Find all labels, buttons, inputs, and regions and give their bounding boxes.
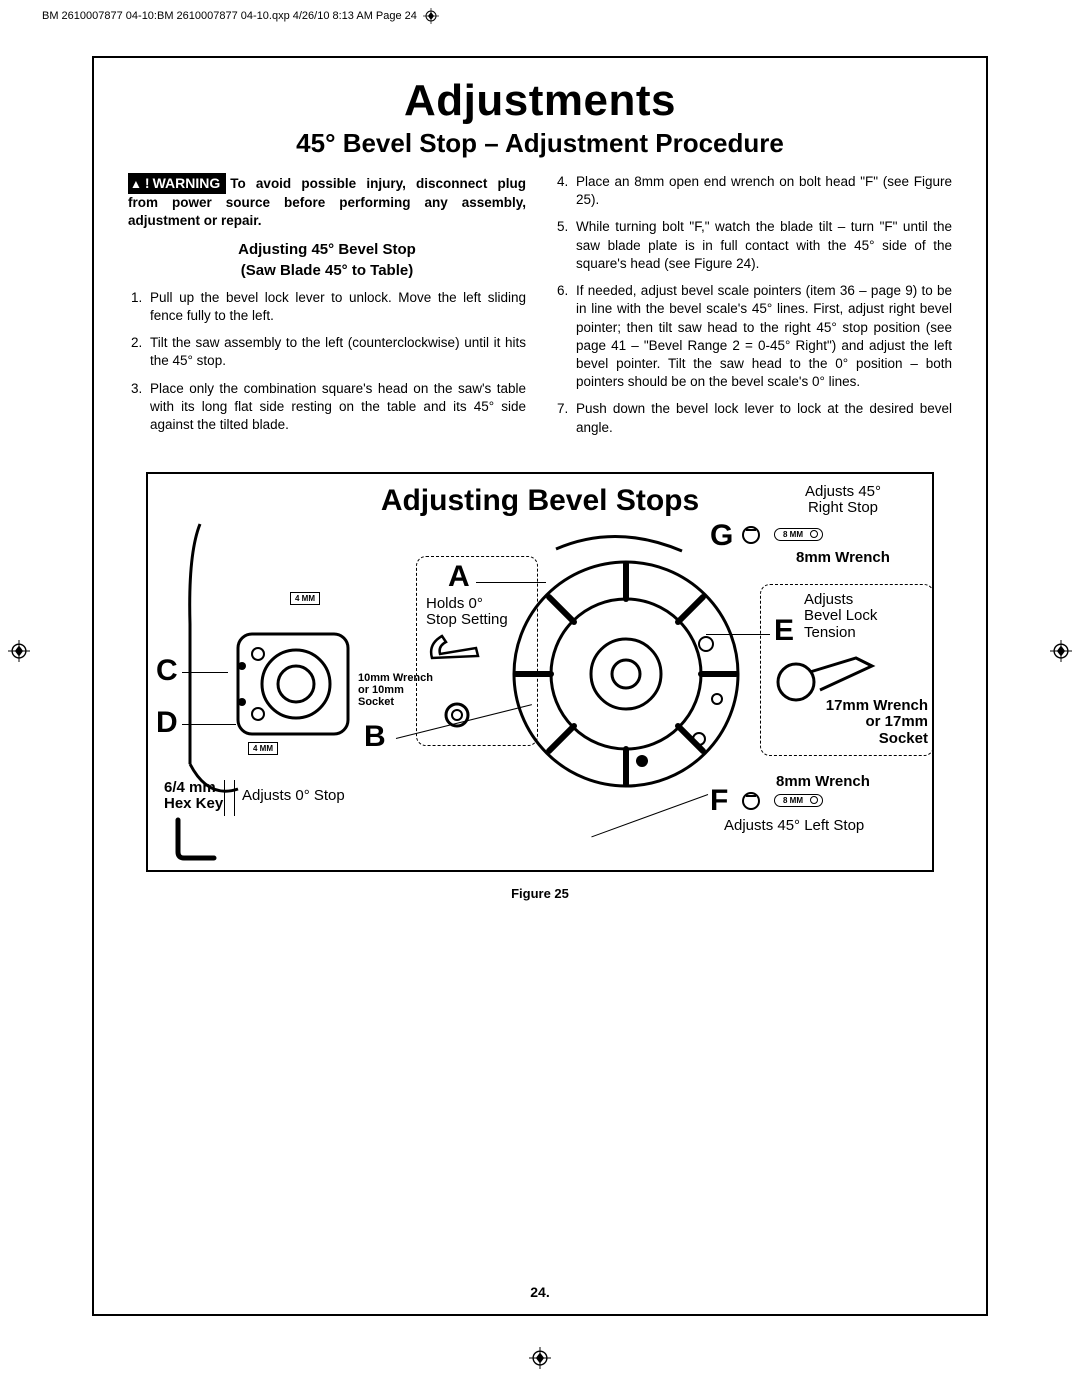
letter-g: G bbox=[710, 519, 733, 553]
two-column-text: ▲!WARNINGTo avoid possible injury, disco… bbox=[128, 173, 952, 446]
label-hexkey: 6/4 mm Hex Key bbox=[164, 780, 223, 813]
header-text: BM 2610007877 04-10:BM 2610007877 04-10.… bbox=[42, 10, 417, 22]
leader-line bbox=[476, 582, 546, 583]
label-text: Adjusts bbox=[804, 591, 853, 608]
step-item: If needed, adjust bevel scale pointers (… bbox=[572, 282, 952, 391]
separator-line bbox=[234, 780, 235, 816]
label-text: Bevel Lock bbox=[804, 607, 877, 624]
label-17mm: 17mm Wrench or 17mm Socket bbox=[778, 698, 928, 748]
letter-b: B bbox=[364, 720, 386, 754]
label-10mm: 10mm Wrench or 10mm Socket bbox=[358, 672, 433, 708]
leader-line bbox=[706, 634, 770, 635]
page-frame: Adjustments 45° Bevel Stop – Adjustment … bbox=[92, 56, 988, 1316]
step-item: Tilt the saw assembly to the left (count… bbox=[146, 334, 526, 370]
bolt-icon bbox=[740, 790, 762, 812]
figure-25: Adjusting Bevel Stops bbox=[146, 472, 934, 872]
leader-line bbox=[182, 672, 228, 673]
label-e-block: Adjusts Bevel Lock Tension bbox=[804, 592, 877, 642]
hex-key-icon bbox=[168, 814, 228, 864]
label-text: Stop Setting bbox=[426, 611, 508, 628]
registration-mark-icon bbox=[8, 640, 30, 662]
letter-d: D bbox=[156, 706, 178, 740]
label-holds-a: Holds 0° Stop Setting bbox=[426, 596, 508, 629]
right-steps: Place an 8mm open end wrench on bolt hea… bbox=[554, 173, 952, 437]
tag-4mm-bottom: 4 MM bbox=[248, 742, 278, 755]
registration-mark-icon bbox=[423, 8, 439, 24]
print-header: BM 2610007877 04-10:BM 2610007877 04-10.… bbox=[42, 8, 439, 24]
title-sub: 45° Bevel Stop – Adjustment Procedure bbox=[128, 128, 952, 159]
figure-caption: Figure 25 bbox=[128, 886, 952, 901]
left-subhead: Adjusting 45° Bevel Stop (Saw Blade 45° … bbox=[128, 240, 526, 281]
warning-paragraph: ▲!WARNINGTo avoid possible injury, disco… bbox=[128, 173, 526, 230]
tag-4mm-top: 4 MM bbox=[290, 592, 320, 605]
registration-mark-icon bbox=[1050, 640, 1072, 662]
label-8mm-wrench-f: 8mm Wrench bbox=[776, 774, 870, 791]
step-item: Push down the bevel lock lever to lock a… bbox=[572, 400, 952, 436]
step-item: Place an 8mm open end wrench on bolt hea… bbox=[572, 173, 952, 209]
figure-title: Adjusting Bevel Stops bbox=[381, 484, 699, 518]
title-main: Adjustments bbox=[128, 76, 952, 126]
label-text: Holds 0° bbox=[426, 595, 483, 612]
warning-triangle-icon: ▲ bbox=[130, 176, 142, 192]
label-text: Adjusts 45° Right Stop bbox=[805, 483, 881, 517]
left-steps: Pull up the bevel lock lever to unlock. … bbox=[128, 289, 526, 435]
label-adj45left: Adjusts 45° Left Stop bbox=[724, 818, 864, 835]
warning-badge: ▲!WARNING bbox=[128, 173, 226, 194]
letter-a: A bbox=[448, 560, 470, 594]
label-text: Tension bbox=[804, 624, 856, 641]
step-item: Pull up the bevel lock lever to unlock. … bbox=[146, 289, 526, 325]
wrench-tag-8mm-f: 8 MM bbox=[774, 794, 823, 807]
registration-mark-icon bbox=[529, 1347, 551, 1369]
letter-e: E bbox=[774, 614, 794, 648]
leader-line bbox=[182, 724, 236, 725]
right-column: Place an 8mm open end wrench on bolt hea… bbox=[554, 173, 952, 446]
label-adj0: Adjusts 0° Stop bbox=[242, 788, 345, 805]
wrench-tag-8mm-g: 8 MM bbox=[774, 528, 823, 541]
left-column: ▲!WARNINGTo avoid possible injury, disco… bbox=[128, 173, 526, 446]
letter-c: C bbox=[156, 654, 178, 688]
bolt-icon bbox=[740, 524, 762, 546]
label-8mm-wrench-g: 8mm Wrench bbox=[796, 550, 890, 567]
warning-badge-text: WARNING bbox=[153, 175, 221, 191]
step-item: While turning bolt "F," watch the blade … bbox=[572, 218, 952, 273]
bevel-lever-icon bbox=[168, 514, 358, 804]
open-wrench-icon bbox=[426, 628, 486, 668]
separator-line bbox=[224, 780, 225, 816]
page-number: 24. bbox=[530, 1284, 549, 1300]
letter-f: F bbox=[710, 784, 728, 818]
label-adj45right: Adjusts 45° Right Stop bbox=[758, 484, 928, 517]
step-item: Place only the combination square's head… bbox=[146, 380, 526, 435]
